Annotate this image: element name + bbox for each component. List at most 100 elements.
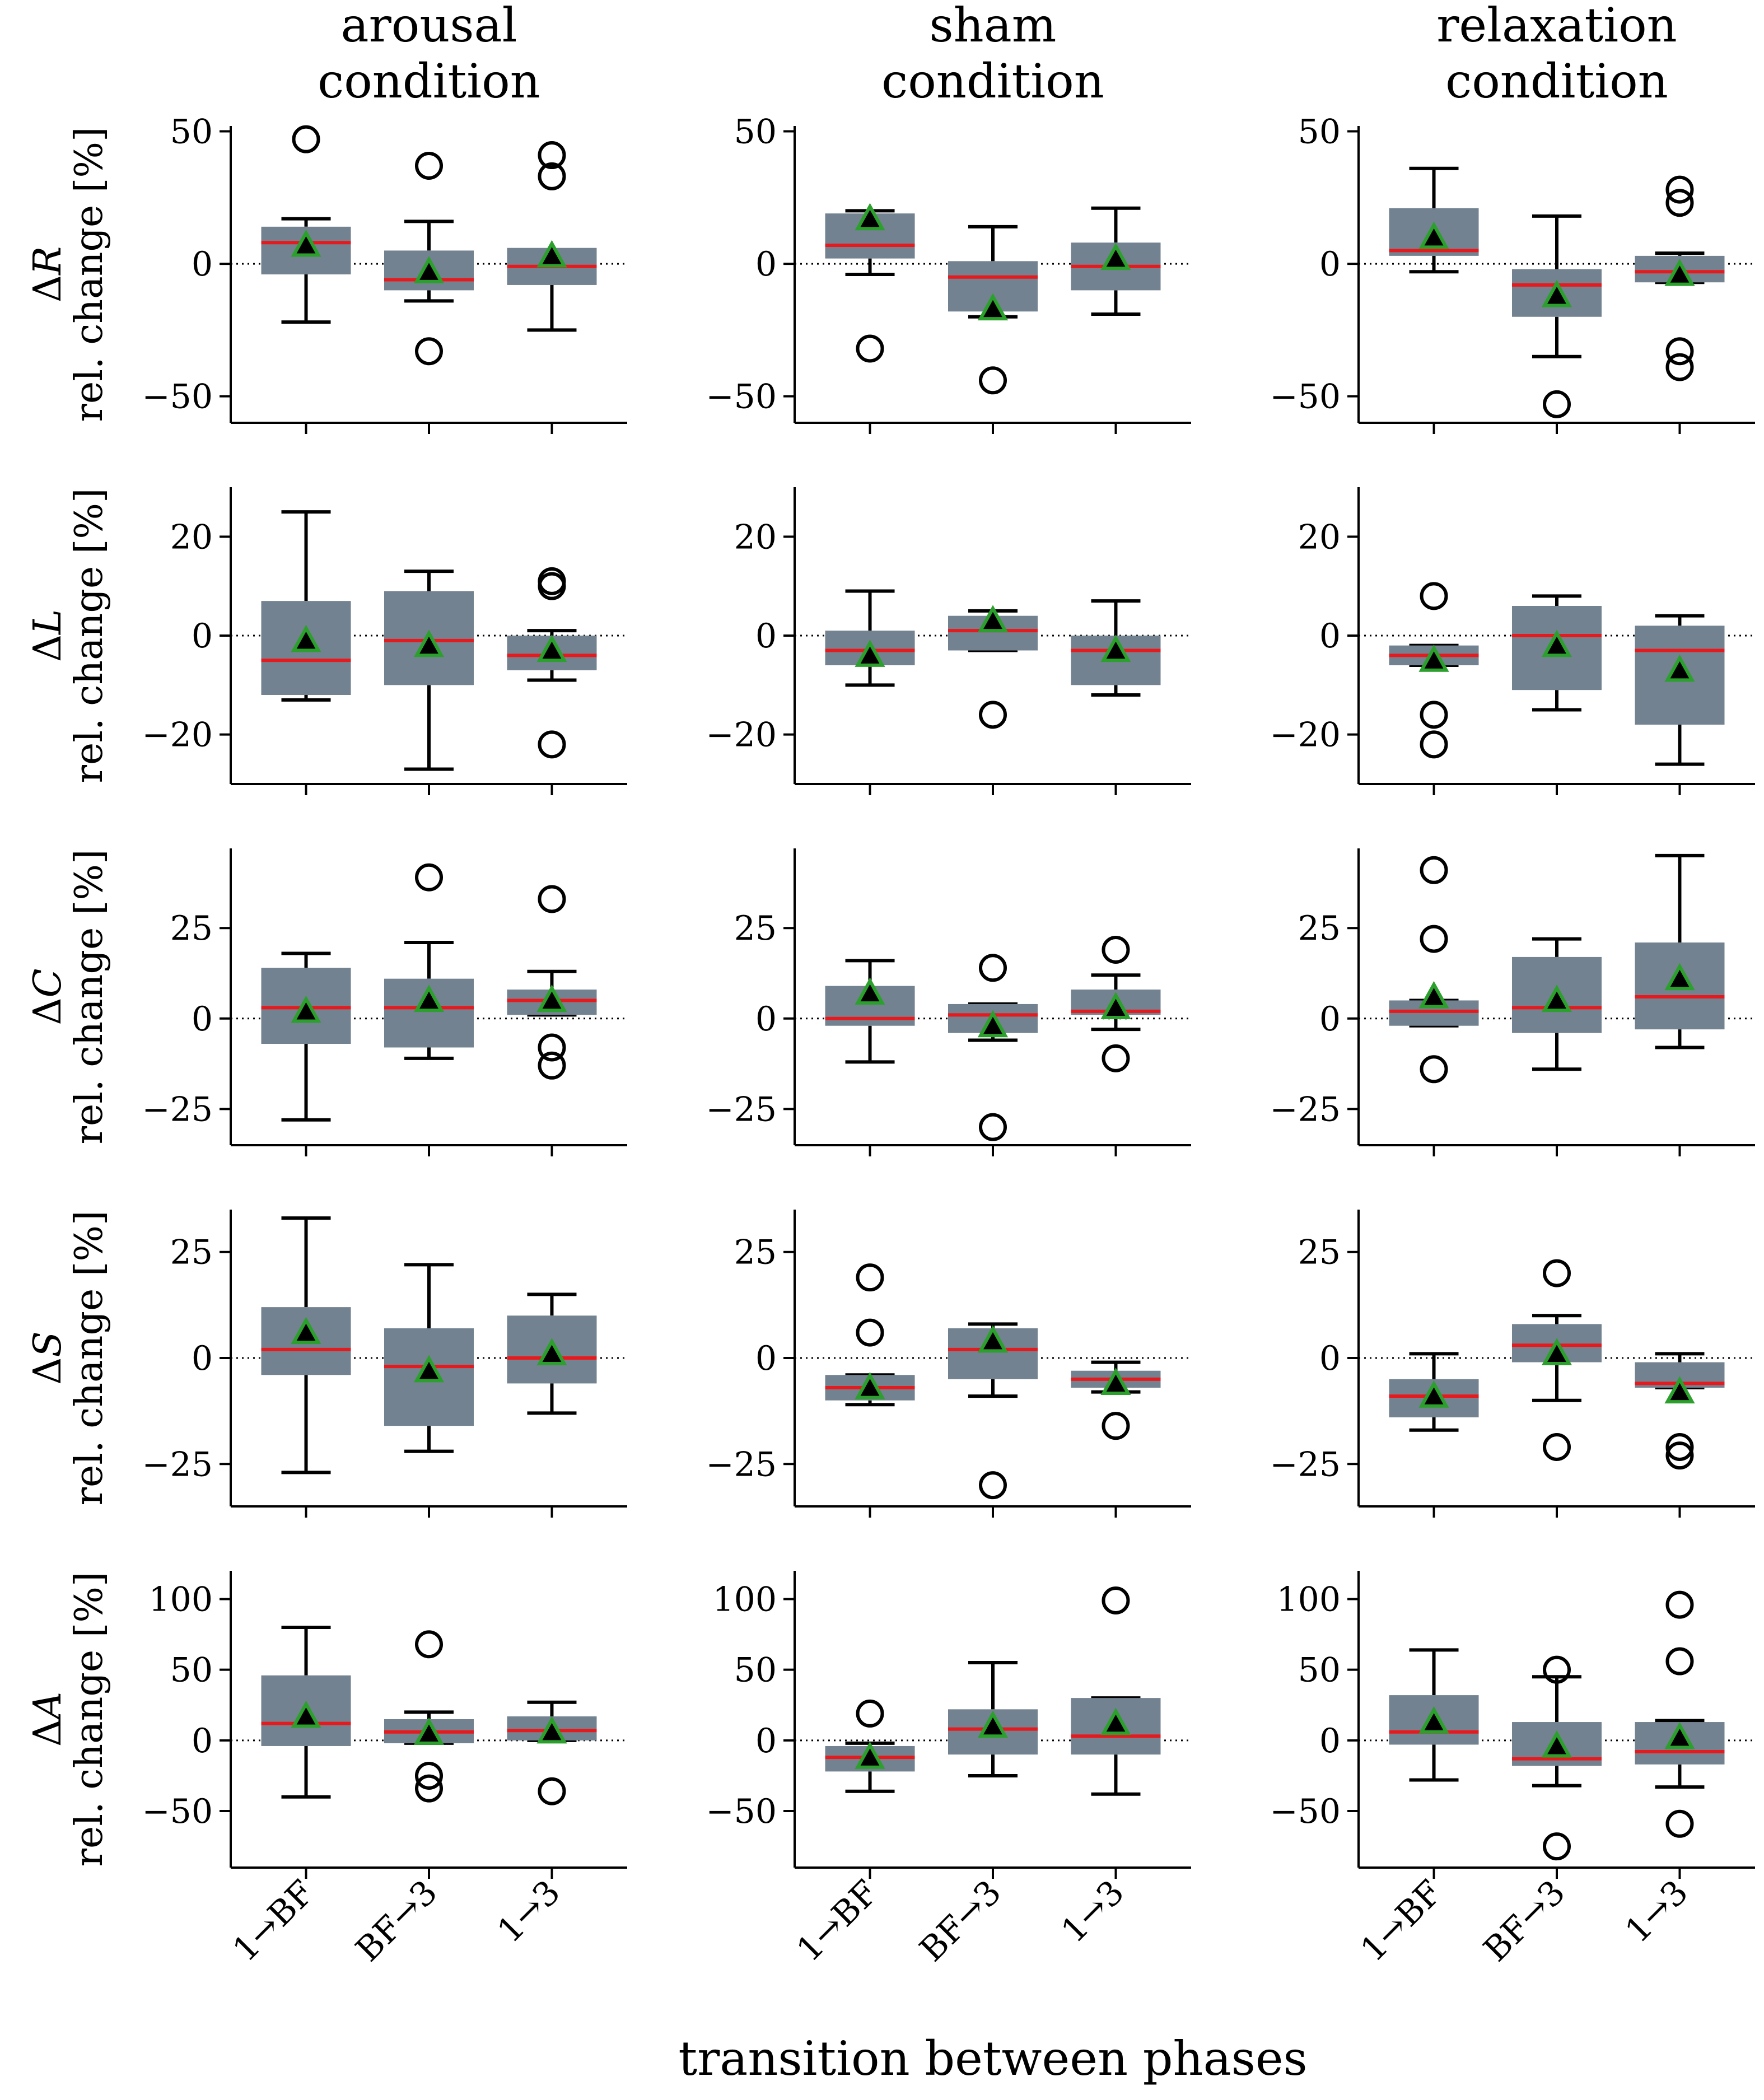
- outlier-point: [1543, 1832, 1571, 1861]
- panel-L-sham: −20 0 20: [706, 487, 1191, 795]
- x-tick-label: BF→3: [1476, 1873, 1573, 1970]
- mean-marker: [855, 1371, 885, 1399]
- mean-marker: [1100, 992, 1131, 1019]
- x-tick-label: 1→BF: [789, 1873, 886, 1970]
- mean-marker: [1541, 279, 1572, 307]
- y-tick-label: −25: [142, 1445, 213, 1484]
- box-S-arousal-0: [261, 1216, 351, 1518]
- mean-marker: [1664, 654, 1695, 682]
- mean-marker: [536, 240, 567, 268]
- mean-marker: [413, 1718, 445, 1745]
- y-tick-label: 25: [170, 909, 213, 948]
- box-L-relaxation-0: [1389, 582, 1479, 795]
- box-L-arousal-2: [507, 567, 597, 795]
- outlier-point: [979, 1113, 1007, 1141]
- panel-A-sham: −50 0 50 100 1→BF BF→3 1→3: [706, 1571, 1191, 1970]
- y-tick-label: −20: [706, 716, 777, 755]
- outlier-point: [415, 337, 443, 366]
- outlier-point: [292, 125, 320, 153]
- outlier-point: [1665, 337, 1694, 366]
- y-tick-label: −20: [142, 716, 213, 755]
- y-tick-label: 20: [734, 517, 777, 557]
- y-tick-label: 0: [192, 1339, 213, 1378]
- outlier-point: [415, 1630, 443, 1659]
- y-tick-label: 0: [755, 1721, 777, 1761]
- outlier-point: [1665, 1590, 1694, 1619]
- box-L-sham-2: [1071, 599, 1161, 795]
- box-C-relaxation-1: [1512, 937, 1602, 1156]
- y-tick-label: 0: [1319, 1339, 1341, 1378]
- outlier-point: [538, 1051, 566, 1080]
- y-tick-label: 25: [1298, 909, 1341, 948]
- box-S-relaxation-0: [1389, 1352, 1479, 1518]
- x-tick-label: 1→3: [1618, 1873, 1696, 1950]
- outlier-point: [856, 334, 884, 363]
- row-label-A-delta: ΔA: [26, 1692, 70, 1747]
- y-tick-label: 25: [734, 909, 777, 948]
- y-tick-label: 25: [734, 1233, 777, 1272]
- panel-S-sham: −25 0 25: [706, 1210, 1191, 1518]
- mean-marker: [855, 1741, 885, 1769]
- panel-R-sham: −50 0 50: [706, 112, 1191, 434]
- outlier-point: [1543, 1433, 1571, 1461]
- panel-S-arousal: −25 0 25: [142, 1210, 627, 1518]
- box-A-sham-0: 1→BF: [789, 1699, 915, 1970]
- col-title-sham-line2: condition: [881, 54, 1104, 109]
- y-tick-label: 0: [1319, 617, 1341, 656]
- mean-marker: [291, 229, 321, 257]
- box-S-sham-0: [825, 1263, 915, 1518]
- box-C-relaxation-0: [1389, 856, 1479, 1156]
- y-tick-label: 0: [755, 245, 777, 284]
- y-tick-label: −50: [1270, 377, 1341, 417]
- mean-marker: [291, 995, 321, 1023]
- box-A-sham-2: 1→3: [1054, 1586, 1161, 1950]
- y-tick-label: −20: [1270, 716, 1341, 755]
- box-A-arousal-2: 1→3: [490, 1700, 597, 1950]
- y-tick-label: −25: [1270, 1090, 1341, 1129]
- box-C-sham-1: [948, 954, 1038, 1156]
- box-S-sham-2: [1071, 1360, 1161, 1518]
- outlier-point: [856, 1263, 884, 1292]
- outlier-point: [1420, 925, 1448, 953]
- y-tick-label: 0: [755, 1000, 777, 1039]
- x-tick-label: BF→3: [912, 1873, 1009, 1970]
- row-label-A-unit: rel. change [%]: [67, 1572, 111, 1867]
- outlier-point: [1543, 1655, 1571, 1684]
- y-tick-label: 50: [734, 112, 777, 151]
- mean-marker: [977, 293, 1009, 321]
- x-tick-label: BF→3: [348, 1873, 445, 1970]
- box-C-arousal-0: [261, 951, 351, 1156]
- outlier-point: [538, 885, 566, 913]
- mean-marker: [1664, 258, 1695, 286]
- y-tick-label: 0: [192, 245, 213, 284]
- mean-marker: [1418, 1706, 1449, 1734]
- col-title-relaxation-line1: relaxation: [1436, 0, 1677, 53]
- box-L-sham-1: [948, 605, 1038, 795]
- panel-C-relaxation: −25 0 25: [1270, 848, 1755, 1156]
- outlier-point: [538, 1777, 566, 1805]
- box-C-sham-2: [1071, 935, 1161, 1156]
- mean-marker: [1418, 981, 1449, 1009]
- mean-marker: [291, 1317, 321, 1345]
- mean-marker: [1418, 644, 1449, 672]
- mean-marker: [1100, 1368, 1131, 1396]
- y-tick-label: 50: [170, 1651, 213, 1690]
- box-S-sham-1: [948, 1322, 1038, 1518]
- panel-A-arousal: −50 0 50 100 1→BF BF→3 1→3: [142, 1571, 627, 1970]
- box-R-sham-0: [825, 203, 915, 434]
- mean-marker: [977, 1010, 1009, 1038]
- mean-marker: [1541, 984, 1572, 1012]
- panel-S-relaxation: −25 0 25: [1270, 1210, 1755, 1518]
- mean-marker: [977, 1325, 1009, 1353]
- outlier-point: [1420, 856, 1448, 884]
- y-tick-label: 20: [170, 517, 213, 557]
- box-L-relaxation-1: [1512, 594, 1602, 795]
- box-S-arousal-1: [384, 1263, 474, 1518]
- y-tick-label: −50: [142, 1792, 213, 1831]
